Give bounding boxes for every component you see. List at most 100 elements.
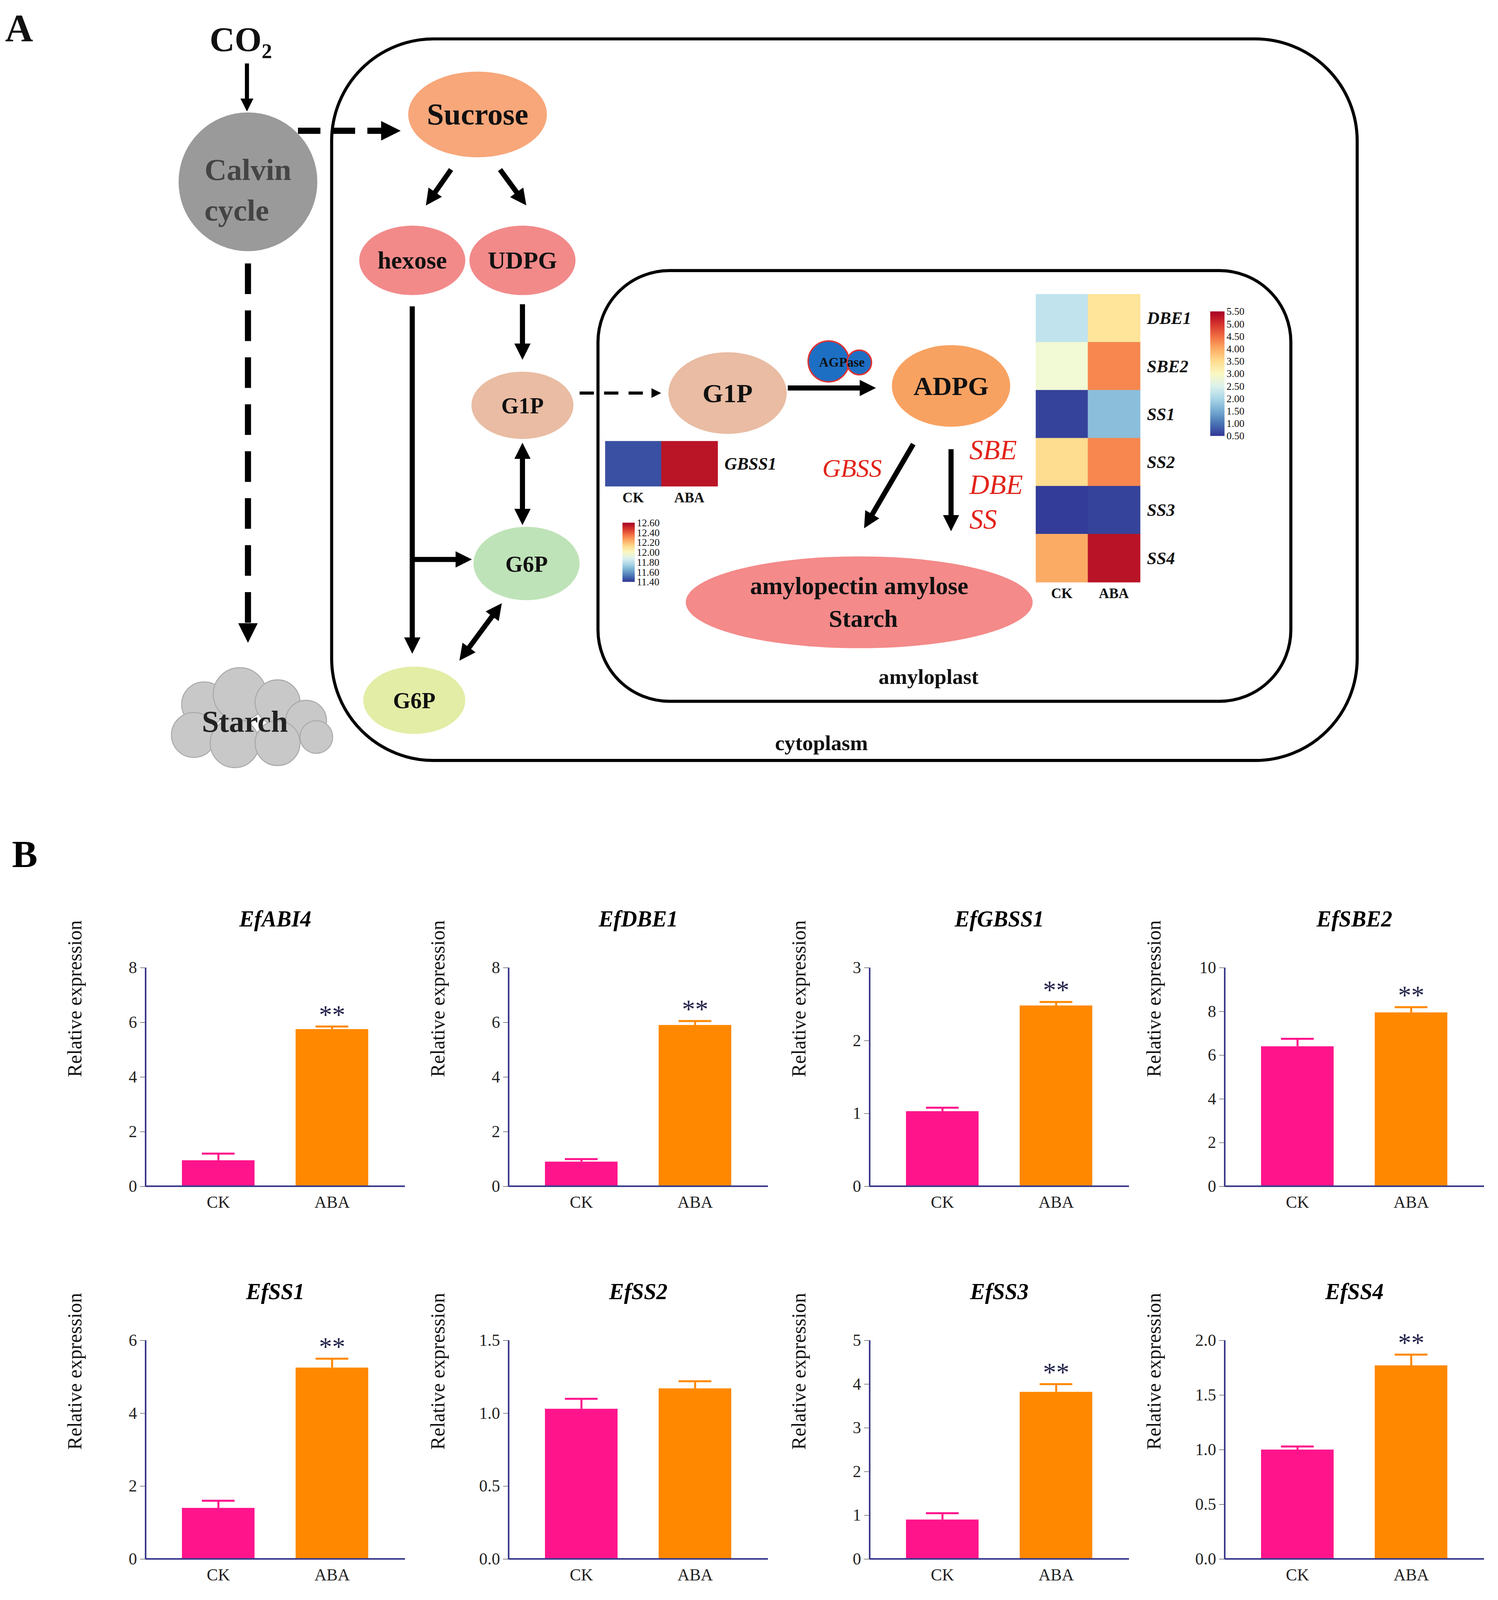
svg-text:hexose: hexose — [377, 246, 447, 274]
svg-text:A: A — [5, 6, 34, 50]
svg-text:6: 6 — [128, 1012, 138, 1032]
svg-text:amyloplast: amyloplast — [878, 664, 979, 689]
svg-text:CK: CK — [1285, 1565, 1309, 1584]
svg-text:**: ** — [1398, 980, 1425, 1010]
svg-text:SBE: SBE — [969, 434, 1017, 466]
svg-text:0: 0 — [852, 1176, 862, 1196]
svg-text:CK: CK — [622, 489, 644, 506]
svg-text:ABA: ABA — [314, 1192, 350, 1212]
svg-text:**: ** — [1043, 974, 1070, 1005]
svg-text:ABA: ABA — [677, 1565, 713, 1584]
svg-text:ABA: ABA — [1393, 1565, 1429, 1584]
svg-text:ABA: ABA — [1038, 1192, 1074, 1212]
svg-text:0.0: 0.0 — [479, 1549, 501, 1568]
svg-text:6: 6 — [491, 1012, 501, 1032]
svg-text:CO₂: CO₂ — [209, 20, 273, 59]
svg-text:11.40: 11.40 — [636, 576, 660, 588]
svg-text:ABA: ABA — [1098, 585, 1129, 602]
svg-text:G6P: G6P — [392, 688, 436, 714]
svg-text:cycle: cycle — [204, 193, 270, 228]
svg-text:Relative expression: Relative expression — [426, 920, 449, 1078]
svg-text:6: 6 — [1207, 1045, 1217, 1064]
svg-text:0.5: 0.5 — [1195, 1494, 1217, 1514]
svg-text:4.00: 4.00 — [1226, 343, 1245, 355]
svg-text:0: 0 — [852, 1549, 862, 1568]
svg-text:2.00: 2.00 — [1226, 392, 1245, 405]
svg-text:DBE: DBE — [969, 469, 1023, 500]
svg-text:Sucrose: Sucrose — [426, 97, 529, 132]
svg-text:CK: CK — [930, 1565, 954, 1584]
svg-text:2: 2 — [852, 1031, 862, 1050]
svg-text:1.5: 1.5 — [479, 1330, 501, 1350]
svg-text:G1P: G1P — [501, 393, 544, 419]
svg-text:1.50: 1.50 — [1226, 405, 1245, 417]
svg-text:4: 4 — [128, 1067, 138, 1086]
svg-text:Relative expression: Relative expression — [426, 1292, 449, 1450]
svg-text:Calvin: Calvin — [204, 152, 292, 187]
svg-text:SBE2: SBE2 — [1146, 356, 1189, 376]
svg-text:ADPG: ADPG — [913, 371, 989, 401]
svg-text:CK: CK — [1285, 1192, 1309, 1212]
svg-text:1.00: 1.00 — [1226, 417, 1245, 430]
svg-text:3.00: 3.00 — [1226, 367, 1245, 380]
svg-text:G6P: G6P — [505, 551, 548, 577]
svg-text:Relative expression: Relative expression — [1142, 1292, 1165, 1450]
svg-text:0: 0 — [128, 1176, 138, 1196]
svg-text:10: 10 — [1199, 958, 1217, 977]
svg-text:2: 2 — [128, 1476, 138, 1495]
svg-text:Relative expression: Relative expression — [63, 1292, 86, 1450]
svg-text:8: 8 — [491, 958, 501, 977]
svg-text:1.5: 1.5 — [1195, 1385, 1217, 1404]
svg-text:Relative expression: Relative expression — [787, 1292, 810, 1450]
svg-text:4: 4 — [491, 1067, 501, 1086]
svg-text:4: 4 — [852, 1374, 862, 1394]
svg-text:3.50: 3.50 — [1226, 355, 1245, 368]
svg-text:2: 2 — [128, 1122, 138, 1141]
svg-text:3: 3 — [852, 958, 862, 977]
svg-text:ABA: ABA — [314, 1565, 350, 1584]
svg-text:0: 0 — [1207, 1176, 1217, 1196]
svg-text:DBE1: DBE1 — [1146, 308, 1192, 328]
svg-text:0.50: 0.50 — [1226, 430, 1245, 443]
svg-text:CK: CK — [1051, 585, 1073, 602]
svg-text:SS1: SS1 — [1146, 404, 1175, 424]
svg-text:1.0: 1.0 — [1195, 1440, 1217, 1459]
svg-text:1.0: 1.0 — [479, 1403, 501, 1423]
svg-text:SS2: SS2 — [1146, 452, 1175, 472]
svg-text:2: 2 — [491, 1122, 501, 1141]
svg-text:4.50: 4.50 — [1226, 330, 1245, 343]
svg-text:5.00: 5.00 — [1226, 318, 1245, 330]
svg-text:Relative expression: Relative expression — [787, 920, 810, 1078]
svg-text:CK: CK — [569, 1192, 593, 1212]
svg-text:0: 0 — [128, 1549, 138, 1568]
svg-text:6: 6 — [128, 1330, 138, 1350]
svg-text:8: 8 — [128, 958, 138, 977]
svg-text:2.0: 2.0 — [1195, 1330, 1217, 1350]
svg-text:CK: CK — [206, 1565, 230, 1584]
svg-text:CK: CK — [569, 1565, 593, 1584]
svg-text:CK: CK — [930, 1192, 954, 1212]
svg-text:**: ** — [319, 999, 346, 1029]
svg-text:SS4: SS4 — [1146, 548, 1175, 568]
svg-text:Starch: Starch — [828, 604, 899, 632]
svg-text:ABA: ABA — [674, 489, 705, 506]
svg-text:CK: CK — [206, 1192, 230, 1212]
svg-text:cytoplasm: cytoplasm — [775, 730, 869, 755]
svg-text:SS3: SS3 — [1146, 500, 1175, 520]
svg-text:G1P: G1P — [702, 378, 753, 408]
svg-text:5.50: 5.50 — [1226, 305, 1245, 318]
svg-text:1: 1 — [852, 1505, 862, 1524]
svg-text:2: 2 — [852, 1462, 862, 1481]
svg-text:SS: SS — [969, 503, 997, 535]
svg-text:**: ** — [1043, 1357, 1070, 1387]
svg-text:0: 0 — [491, 1176, 501, 1196]
svg-text:**: ** — [1398, 1327, 1425, 1357]
svg-text:UDPG: UDPG — [487, 246, 558, 274]
svg-text:3: 3 — [852, 1418, 862, 1437]
svg-text:AGPase: AGPase — [819, 354, 865, 370]
svg-text:ABA: ABA — [1393, 1192, 1429, 1212]
svg-text:2: 2 — [1207, 1132, 1217, 1152]
svg-text:Relative expression: Relative expression — [63, 920, 86, 1078]
svg-text:**: ** — [319, 1331, 346, 1361]
svg-text:ABA: ABA — [677, 1192, 713, 1212]
